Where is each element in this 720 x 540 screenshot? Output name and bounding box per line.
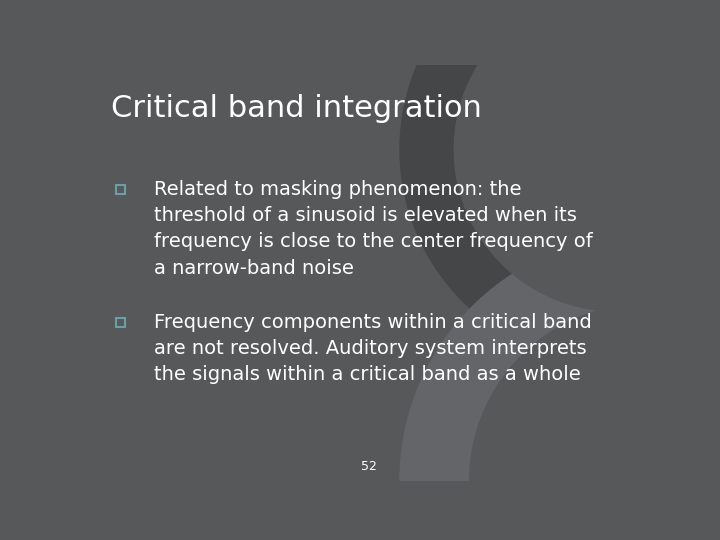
Text: are not resolved. Auditory system interprets: are not resolved. Auditory system interp…: [154, 339, 587, 359]
Wedge shape: [400, 238, 648, 481]
Bar: [117, 185, 125, 194]
Bar: [117, 319, 125, 327]
Text: a narrow-band noise: a narrow-band noise: [154, 259, 354, 278]
Text: Frequency components within a critical band: Frequency components within a critical b…: [154, 313, 592, 332]
Text: frequency is close to the center frequency of: frequency is close to the center frequen…: [154, 232, 593, 252]
Text: the signals within a critical band as a whole: the signals within a critical band as a …: [154, 366, 581, 384]
Circle shape: [524, 334, 720, 540]
Text: Related to masking phenomenon: the: Related to masking phenomenon: the: [154, 180, 522, 199]
Text: threshold of a sinusoid is elevated when its: threshold of a sinusoid is elevated when…: [154, 206, 577, 225]
Text: Critical band integration: Critical band integration: [111, 94, 482, 123]
Circle shape: [469, 303, 720, 540]
Circle shape: [400, 0, 720, 365]
Circle shape: [578, 388, 718, 527]
Text: 52: 52: [361, 460, 377, 473]
Circle shape: [454, 0, 720, 311]
